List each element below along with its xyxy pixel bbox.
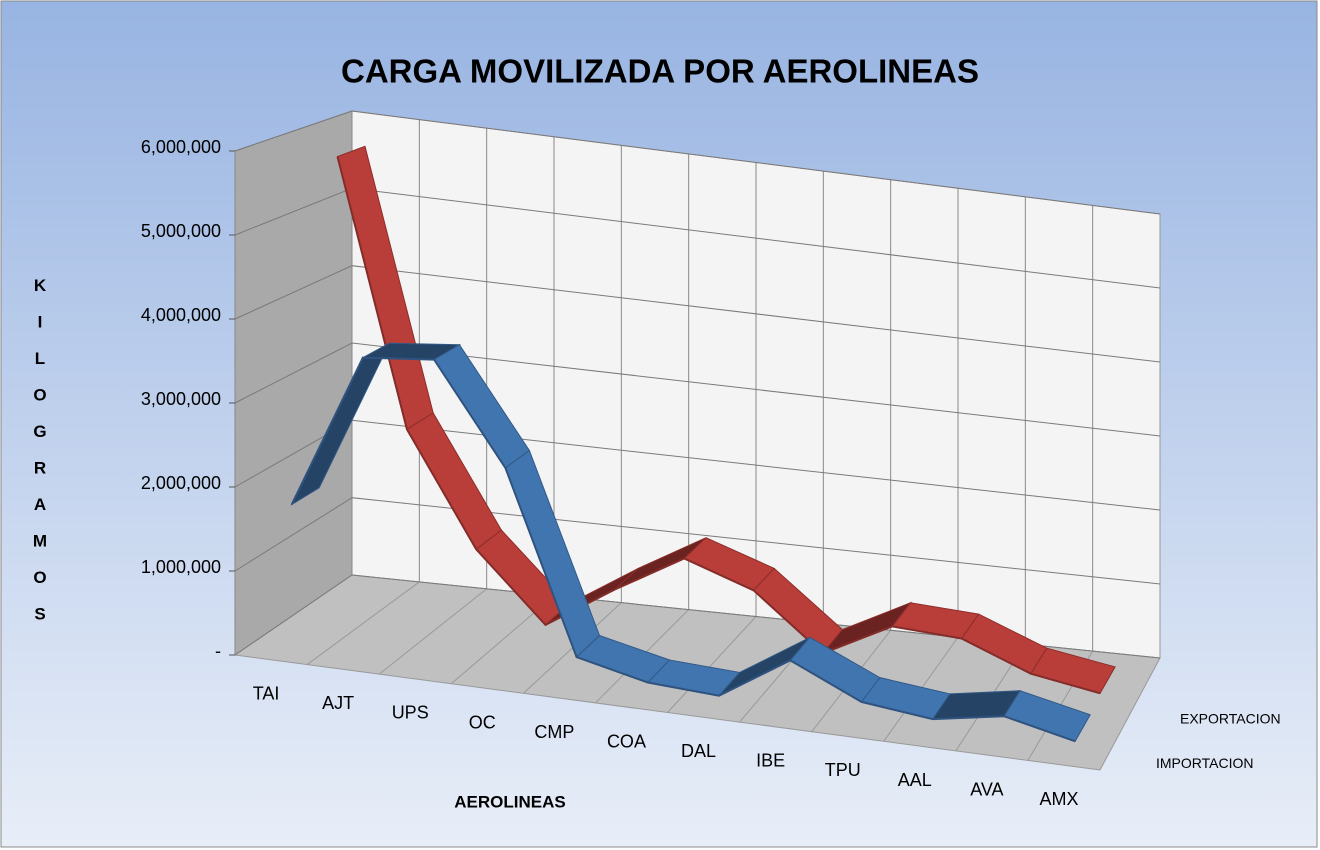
y-tick-label: 6,000,000 [141, 137, 221, 157]
grid-line [234, 265, 1161, 363]
floor-divider [378, 588, 487, 675]
x-tick-label: TPU [825, 760, 861, 780]
x-tick-label: AJT [322, 693, 354, 713]
floor-divider [667, 616, 757, 713]
y-tick-label: 2,000,000 [141, 473, 221, 493]
y-tick-label: 5,000,000 [141, 221, 221, 241]
chart-title: CARGA MOVILIZADA POR AEROLINEAS [341, 53, 979, 90]
x-tick-label: DAL [681, 741, 716, 761]
line [336, 156, 1101, 695]
grid-line [234, 342, 1161, 437]
legend-label: EXPORTACION [1180, 710, 1281, 726]
x-tick-label: AVA [970, 779, 1003, 799]
legend-label: IMPORTACION [1156, 755, 1254, 771]
x-tick-label: UPS [392, 703, 429, 723]
grid-line [234, 110, 1161, 215]
x-tick-label: OC [469, 712, 496, 732]
x-tick-label: CMP [534, 722, 574, 742]
y-tick-label: - [215, 641, 221, 661]
y-tick-label: 4,000,000 [141, 305, 221, 325]
grid-line [234, 574, 1161, 659]
x-tick-label: AMX [1039, 789, 1078, 809]
y-tick-label: 3,000,000 [141, 389, 221, 409]
side-wall [234, 110, 353, 656]
x-tick-label: COA [607, 731, 646, 751]
x-tick-label: IBE [756, 751, 785, 771]
line [290, 356, 1076, 743]
grid-line [234, 497, 1161, 585]
x-tick-label: AAL [898, 770, 932, 790]
x-tick-label: TAI [253, 684, 280, 704]
y-tick-label: 1,000,000 [141, 557, 221, 577]
floor-divider [306, 581, 420, 665]
x-axis-title: AEROLINEAS [454, 792, 565, 811]
